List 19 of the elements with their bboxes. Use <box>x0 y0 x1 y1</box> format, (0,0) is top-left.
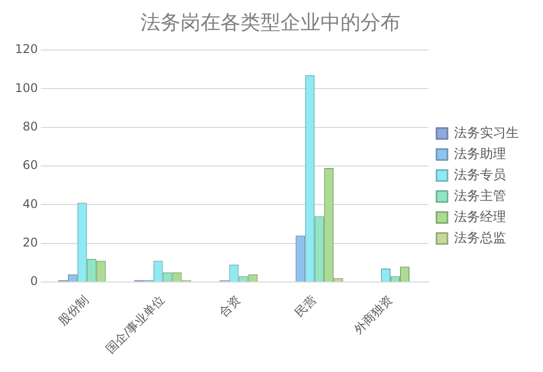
legend-label: 法务经理 <box>454 210 506 225</box>
x-tick-label: 民营 <box>292 292 319 320</box>
x-tick-label: 外商独资 <box>351 292 395 336</box>
y-tick-label: 100 <box>15 80 38 95</box>
legend-label: 法务实习生 <box>454 126 519 141</box>
y-tick-label: 40 <box>22 196 38 211</box>
y-tick-label: 80 <box>22 119 38 134</box>
y-tick-label: 120 <box>15 42 38 56</box>
y-tick-label: 0 <box>30 274 38 288</box>
x-tick-label: 合资 <box>216 292 244 320</box>
x-tick-label: 股份制 <box>56 292 92 328</box>
x-tick-label: 国企/事业单位 <box>103 292 168 356</box>
legend-label: 法务专员 <box>454 168 506 183</box>
chart-title: 法务岗在各类型企业中的分布 <box>140 10 400 34</box>
legend-label: 法务主管 <box>454 188 506 204</box>
y-tick-label: 60 <box>22 158 38 172</box>
y-tick-label: 20 <box>22 236 38 250</box>
legend-label: 法务总监 <box>454 230 506 246</box>
legend-label: 法务助理 <box>454 146 506 162</box>
